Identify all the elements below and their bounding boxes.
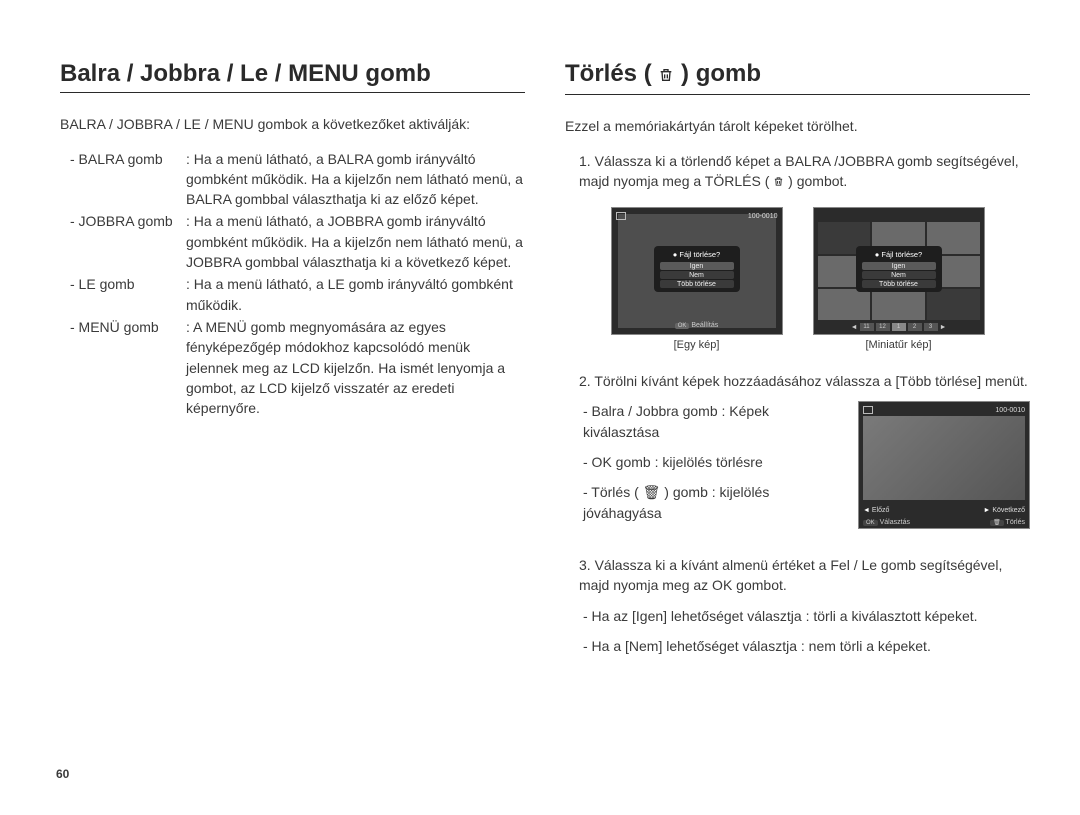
- dialog-option-no: Nem: [660, 271, 734, 279]
- right-intro: Ezzel a memóriakártyán tárolt képeket tö…: [565, 117, 1030, 137]
- prev-label: Előző: [872, 507, 890, 514]
- dialog-option-multi: Több törlése: [660, 280, 734, 288]
- left-column: Balra / Jobbra / Le / MENU gomb BALRA / …: [60, 60, 525, 666]
- heading-suffix: ) gomb: [681, 60, 761, 87]
- left-heading: Balra / Jobbra / Le / MENU gomb: [60, 60, 525, 93]
- file-counter: 100-0010: [995, 407, 1025, 414]
- select-label: Választás: [880, 519, 910, 526]
- setting-label: Beállítás: [691, 322, 718, 329]
- ok-badge: OK: [675, 323, 690, 329]
- def-term: - BALRA gomb: [70, 149, 186, 210]
- filmstrip-cell: 11: [860, 323, 874, 331]
- def-term: - JOBBRA gomb: [70, 211, 186, 272]
- lcd-screen-select: 100-0010 ◄ Előző ► Következő OK Választá…: [858, 401, 1030, 529]
- step-2-intro: 2. Törölni kívánt képek hozzáadásához vá…: [565, 371, 1030, 391]
- trash-badge: 🗑: [990, 520, 1004, 526]
- def-row: - MENÜ gomb : A MENÜ gomb megnyomására a…: [60, 317, 525, 418]
- ok-badge: OK: [863, 520, 878, 526]
- caption-thumb: [Miniatűr kép]: [813, 339, 985, 351]
- filmstrip-cell: 12: [876, 323, 890, 331]
- step2-line: - OK gomb : kijelölés törlésre: [565, 452, 844, 472]
- step-3b: - Ha a [Nem] lehetőséget választja : nem…: [565, 636, 1030, 656]
- step2-line: - Balra / Jobbra gomb : Képek kiválasztá…: [565, 401, 844, 442]
- def-desc: : Ha a menü látható, a BALRA gomb irányv…: [186, 149, 525, 210]
- lcd-screen: ● Fájl törlése? Igen Nem Több törlése ◄ …: [813, 207, 985, 335]
- play-icon: [616, 212, 626, 220]
- def-row: - LE gomb : Ha a menü látható, a LE gomb…: [60, 274, 525, 315]
- screenshots-row: 100-0010 ● Fájl törlése? Igen Nem Több t…: [565, 207, 1030, 351]
- delete-dialog: ● Fájl törlése? Igen Nem Több törlése: [856, 246, 942, 292]
- step-3a: - Ha az [Igen] lehetőséget választja : t…: [565, 606, 1030, 626]
- def-row: - JOBBRA gomb : Ha a menü látható, a JOB…: [60, 211, 525, 272]
- def-desc: : Ha a menü látható, a LE gomb irányvált…: [186, 274, 525, 315]
- def-row: - BALRA gomb : Ha a menü látható, a BALR…: [60, 149, 525, 210]
- filmstrip-cell: 2: [908, 323, 922, 331]
- dialog-option-yes: Igen: [660, 262, 734, 270]
- trash-icon: [773, 173, 788, 189]
- play-icon: [863, 406, 873, 414]
- def-term: - LE gomb: [70, 274, 186, 315]
- trash-icon: [658, 62, 674, 90]
- left-intro: BALRA / JOBBRA / LE / MENU gombok a köve…: [60, 115, 525, 135]
- screen-single: 100-0010 ● Fájl törlése? Igen Nem Több t…: [611, 207, 783, 351]
- filmstrip-cell: 1: [892, 323, 906, 331]
- step-3: 3. Válassza ki a kívánt almenü értéket a…: [565, 555, 1030, 596]
- definition-list: - BALRA gomb : Ha a menü látható, a BALR…: [60, 149, 525, 419]
- dialog-title: ● Fájl törlése?: [654, 249, 740, 261]
- def-desc: : Ha a menü látható, a JOBBRA gomb irány…: [186, 211, 525, 272]
- next-label: Következő: [992, 507, 1025, 514]
- def-term: - MENÜ gomb: [70, 317, 186, 418]
- step2-line: - Törlés ( 🗑 ) gomb : kijelölés jóváhagy…: [565, 482, 844, 523]
- step1-text-b: ) gombot.: [788, 173, 847, 189]
- dialog-title: ● Fájl törlése?: [856, 249, 942, 261]
- lcd-screen: 100-0010 ● Fájl törlése? Igen Nem Több t…: [611, 207, 783, 335]
- delete-label: Törlés: [1006, 519, 1025, 526]
- delete-dialog: ● Fájl törlése? Igen Nem Több törlése: [654, 246, 740, 292]
- right-heading: Törlés ( ) gomb: [565, 60, 1030, 95]
- heading-prefix: Törlés (: [565, 60, 652, 87]
- filmstrip-cell: 3: [924, 323, 938, 331]
- dialog-option-yes: Igen: [862, 262, 936, 270]
- dialog-option-multi: Több törlése: [862, 280, 936, 288]
- screen-thumb: ● Fájl törlése? Igen Nem Több törlése ◄ …: [813, 207, 985, 351]
- dialog-option-no: Nem: [862, 271, 936, 279]
- caption-single: [Egy kép]: [611, 339, 783, 351]
- def-desc: : A MENÜ gomb megnyomására az egyes fény…: [186, 317, 525, 418]
- step-1: 1. Válassza ki a törlendő képet a BALRA …: [565, 151, 1030, 192]
- file-counter: 100-0010: [748, 213, 778, 220]
- right-column: Törlés ( ) gomb Ezzel a memóriakártyán t…: [565, 60, 1030, 666]
- page-number: 60: [56, 767, 69, 781]
